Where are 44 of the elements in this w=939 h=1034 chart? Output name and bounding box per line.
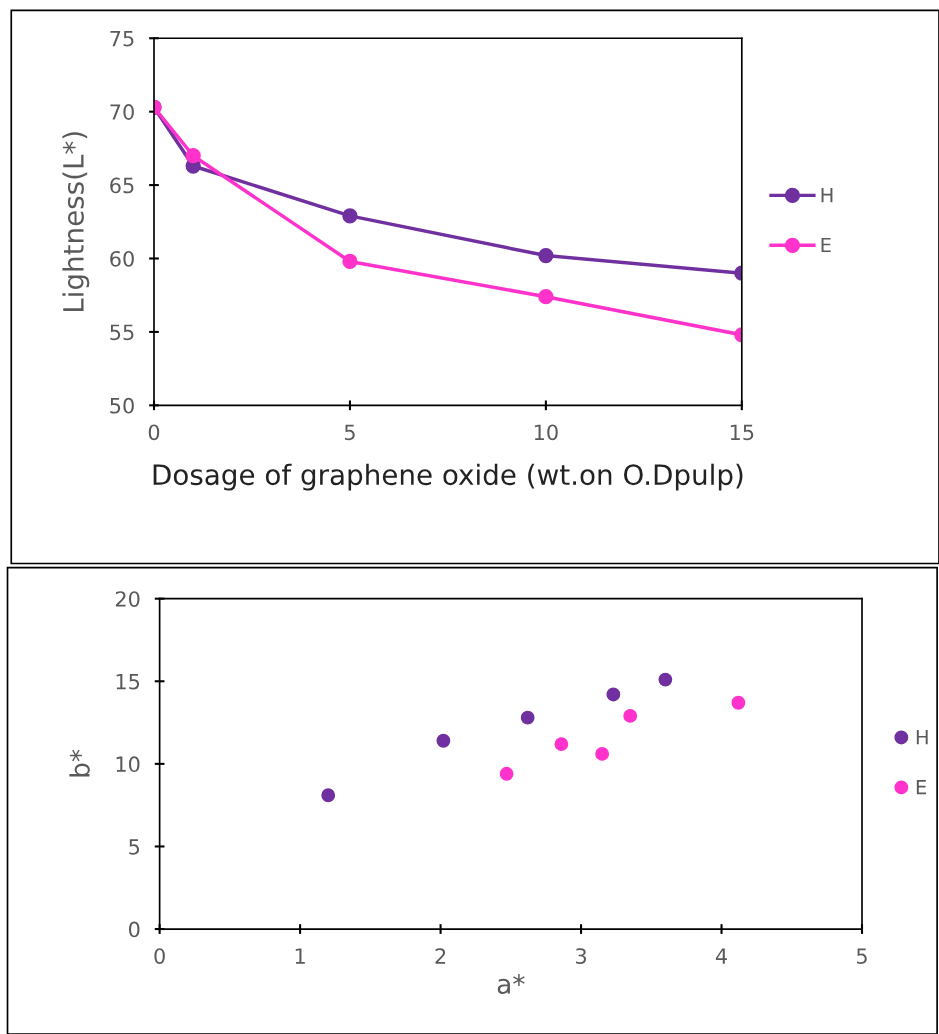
x-tick-label: 1 bbox=[295, 948, 305, 964]
legend-label: E bbox=[821, 237, 831, 253]
y-tick-label: 10 bbox=[116, 756, 140, 773]
x-tick-label: 15 bbox=[730, 424, 754, 441]
x-tick-label: 3 bbox=[576, 948, 587, 964]
y-tick-label: 50 bbox=[110, 397, 134, 414]
point bbox=[623, 709, 638, 723]
point bbox=[342, 208, 358, 224]
x-tick-label: 5 bbox=[344, 424, 355, 441]
x-tick-label: 0 bbox=[154, 948, 165, 964]
y-tick-label: 0 bbox=[129, 921, 140, 938]
x-tick-label: 10 bbox=[534, 424, 558, 441]
point bbox=[436, 733, 451, 748]
y-tick-label: 5 bbox=[129, 839, 140, 855]
point bbox=[606, 687, 621, 702]
x-tick-label: 0 bbox=[148, 424, 160, 441]
y-tick-label: 15 bbox=[116, 674, 140, 690]
point bbox=[554, 737, 569, 751]
x-axis-title: Dosage of graphene oxide (wt.on O.Dpulp) bbox=[153, 463, 743, 491]
y-tick-label: 65 bbox=[110, 177, 134, 194]
y-tick-label: 20 bbox=[115, 591, 140, 607]
y-tick-label: 70 bbox=[110, 104, 134, 120]
point bbox=[321, 788, 336, 803]
y-tick-label: 75 bbox=[110, 30, 134, 47]
point bbox=[499, 766, 514, 781]
y-tick-label: 60 bbox=[110, 250, 134, 267]
point bbox=[658, 672, 673, 687]
point bbox=[342, 253, 358, 270]
x-axis-title: a* bbox=[497, 973, 525, 994]
point bbox=[731, 695, 746, 710]
y-axis-title: Lightness(L*) bbox=[62, 132, 90, 312]
legend-label: E bbox=[916, 780, 926, 795]
legend-label: H bbox=[821, 188, 833, 203]
y-tick-label: 55 bbox=[110, 324, 134, 341]
point bbox=[185, 148, 201, 164]
x-tick-label: 4 bbox=[715, 948, 727, 964]
y-axis-title: b* bbox=[69, 749, 90, 777]
point bbox=[520, 710, 535, 725]
point bbox=[595, 747, 610, 761]
point bbox=[538, 289, 554, 305]
point bbox=[538, 247, 554, 264]
legend-label: H bbox=[916, 730, 928, 745]
x-tick-label: 2 bbox=[435, 948, 446, 964]
x-tick-label: 5 bbox=[856, 948, 867, 964]
